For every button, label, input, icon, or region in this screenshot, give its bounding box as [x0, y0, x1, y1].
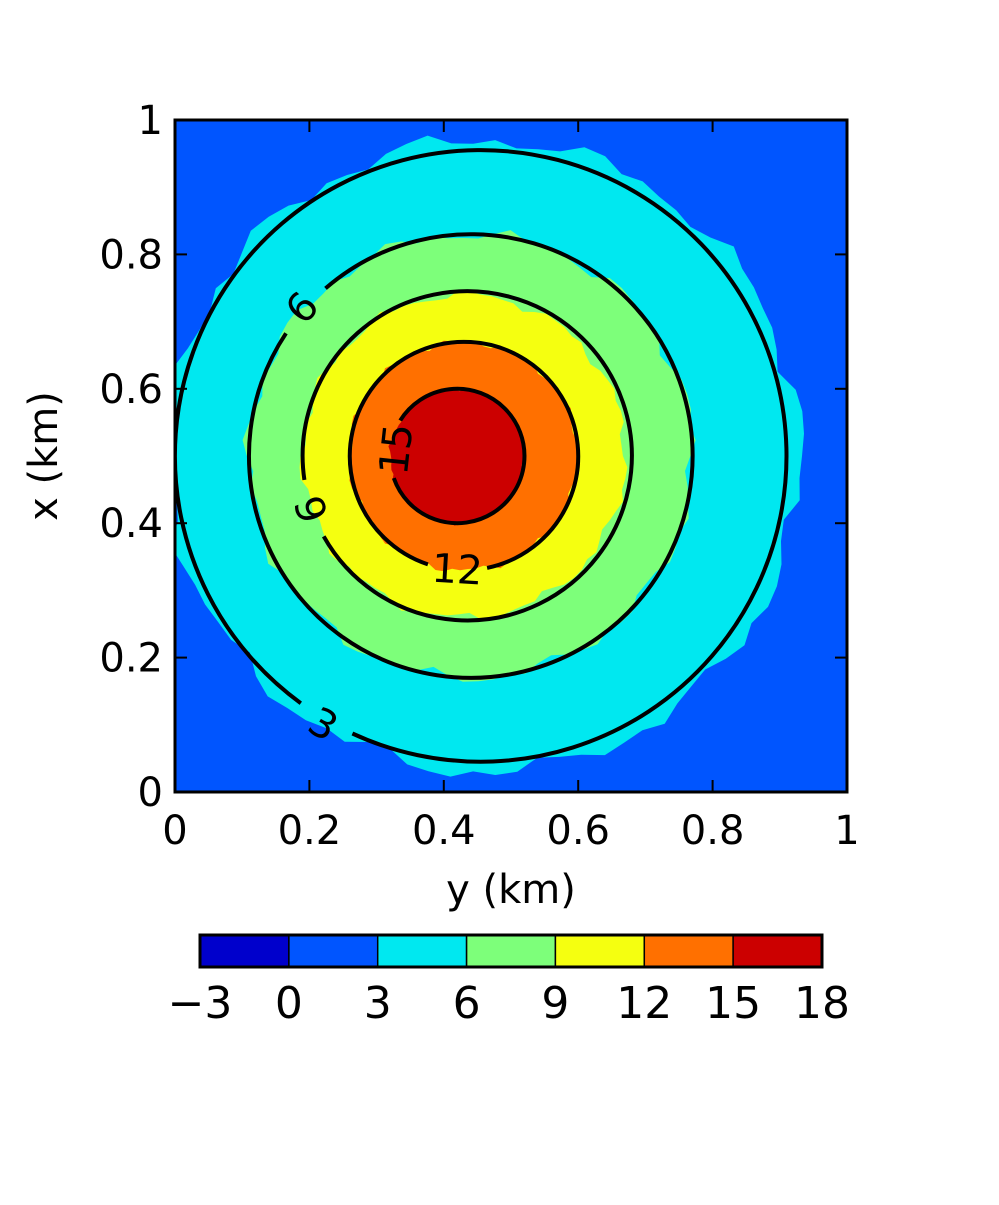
- colorbar-cells: [199, 934, 823, 968]
- colorbar-tick-label: −3: [168, 978, 233, 1029]
- y-tick-label: 0: [138, 770, 163, 816]
- x-tick-label: 0: [162, 808, 187, 854]
- axis-ticks: 0 0.2 0.4 0.6 0.8 1 0 0.2 0.4 0.6 0.8 1: [99, 98, 859, 854]
- y-tick-label: 0.8: [99, 232, 163, 278]
- x-tick-label: 0.2: [278, 808, 342, 854]
- x-tick-label: 0.6: [546, 808, 610, 854]
- x-tick-label: 0.4: [412, 808, 476, 854]
- colorbar-cell: [465, 934, 557, 968]
- filled-contours: [175, 120, 847, 792]
- colorbar-tick-label: 3: [364, 978, 392, 1029]
- y-tick-label: 1: [138, 98, 163, 144]
- colorbar-tick-label: 0: [275, 978, 303, 1029]
- x-axis-label: y (km): [446, 867, 576, 913]
- x-tick-label: 0.8: [681, 808, 745, 854]
- contour-label-15: 15: [371, 421, 422, 477]
- colorbar-tick-label: 15: [705, 978, 761, 1029]
- colorbar-tick-label: 18: [794, 978, 850, 1029]
- contour-line-15: [391, 386, 527, 526]
- x-tick-label: 1: [834, 808, 859, 854]
- colorbar-tick-labels: −3 0 3 6 9 12 15 18: [168, 978, 850, 1029]
- contour-label-12: 12: [430, 546, 484, 595]
- y-tick-label: 0.6: [99, 367, 163, 413]
- y-axis-label: x (km): [21, 391, 67, 521]
- plot-frame: [173, 118, 849, 794]
- colorbar-cell: [554, 934, 646, 968]
- contour-line-9: [300, 289, 634, 623]
- colorbar-cell: [643, 934, 734, 968]
- colorbar-tick-label: 12: [616, 978, 672, 1029]
- colorbar-cell: [376, 934, 468, 968]
- colorbar-tick-label: 6: [453, 978, 481, 1029]
- contour-line-12: [347, 339, 581, 570]
- filled-region-15-18: [388, 388, 526, 526]
- colorbar: −3 0 3 6 9 12 15 18: [168, 933, 850, 1029]
- y-tick-label: 0.2: [99, 636, 163, 682]
- colorbar-tick-label: 9: [541, 978, 569, 1029]
- y-tick-label: 0.4: [99, 501, 163, 547]
- colorbar-cell: [199, 934, 290, 968]
- colorbar-cell: [732, 934, 823, 968]
- colorbar-cell: [288, 934, 379, 968]
- colorbar-frame: [198, 933, 824, 969]
- contour-line-6: [247, 232, 695, 680]
